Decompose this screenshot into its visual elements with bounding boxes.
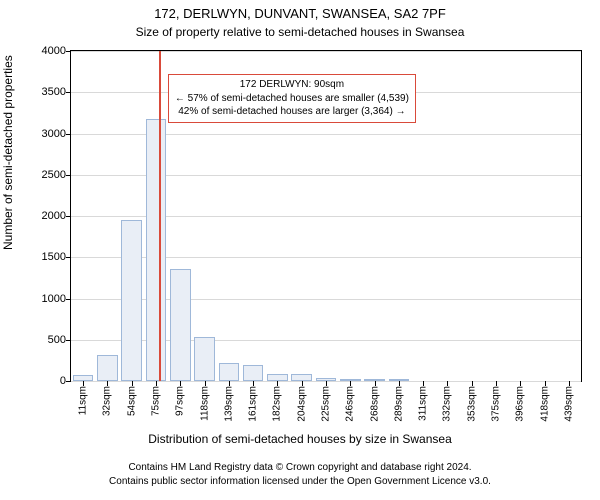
- y-axis-label: Number of semi-detached properties: [1, 55, 15, 250]
- y-tick-label: 3000: [42, 128, 71, 140]
- x-tick-label: 75sqm: [151, 381, 162, 416]
- property-marker-line: [159, 51, 161, 381]
- x-tick-label: 204sqm: [296, 381, 307, 422]
- x-tick-label: 11sqm: [78, 381, 89, 415]
- x-tick-label: 439sqm: [563, 381, 574, 422]
- histogram-bar: [243, 365, 264, 381]
- y-tick-label: 3500: [42, 86, 71, 98]
- histogram-bar: [97, 355, 118, 381]
- x-tick-label: 54sqm: [126, 381, 137, 416]
- y-tick-label: 500: [48, 334, 71, 346]
- x-axis-label: Distribution of semi-detached houses by …: [0, 432, 600, 446]
- chart-title: 172, DERLWYN, DUNVANT, SWANSEA, SA2 7PF: [0, 6, 600, 21]
- x-tick-label: 289sqm: [393, 381, 404, 422]
- x-tick-label: 97sqm: [175, 381, 186, 416]
- histogram-bar: [170, 269, 191, 381]
- chart-subtitle: Size of property relative to semi-detach…: [0, 25, 600, 39]
- chart-container: { "title": "172, DERLWYN, DUNVANT, SWANS…: [0, 0, 600, 500]
- y-tick-label: 2000: [42, 210, 71, 222]
- x-tick-label: 118sqm: [199, 381, 210, 421]
- x-tick-label: 332sqm: [442, 381, 453, 422]
- x-tick-label: 139sqm: [223, 381, 234, 422]
- x-tick-label: 32sqm: [102, 381, 113, 416]
- histogram-bar: [219, 363, 240, 381]
- histogram-bar: [194, 337, 215, 381]
- annotation-line-3: 42% of semi-detached houses are larger (…: [175, 105, 409, 119]
- annotation-line-2: ← 57% of semi-detached houses are smalle…: [175, 92, 409, 106]
- x-tick-label: 353sqm: [466, 381, 477, 422]
- y-tick-label: 1000: [42, 293, 71, 305]
- footer-copyright-1: Contains HM Land Registry data © Crown c…: [0, 462, 600, 473]
- plot-area: 0500100015002000250030003500400011sqm32s…: [70, 50, 582, 382]
- x-tick-label: 246sqm: [345, 381, 356, 422]
- y-tick-label: 2500: [42, 169, 71, 181]
- x-tick-label: 268sqm: [369, 381, 380, 422]
- x-tick-label: 311sqm: [418, 381, 429, 421]
- annotation-line-1: 172 DERLWYN: 90sqm: [175, 78, 409, 92]
- x-tick-label: 161sqm: [248, 381, 259, 422]
- histogram-bar: [267, 374, 288, 381]
- y-tick-label: 0: [60, 375, 71, 387]
- x-tick-label: 396sqm: [515, 381, 526, 422]
- y-tick-label: 1500: [42, 251, 71, 263]
- gridline-h: [71, 51, 581, 52]
- footer-copyright-2: Contains public sector information licen…: [0, 476, 600, 487]
- y-tick-label: 4000: [42, 45, 71, 57]
- annotation-box: 172 DERLWYN: 90sqm← 57% of semi-detached…: [168, 74, 416, 123]
- x-tick-label: 418sqm: [539, 381, 550, 422]
- x-tick-label: 225sqm: [321, 381, 332, 422]
- x-tick-label: 182sqm: [272, 381, 283, 422]
- histogram-bar: [146, 119, 167, 381]
- histogram-bar: [121, 220, 142, 381]
- histogram-bar: [291, 374, 312, 381]
- x-tick-label: 375sqm: [491, 381, 502, 422]
